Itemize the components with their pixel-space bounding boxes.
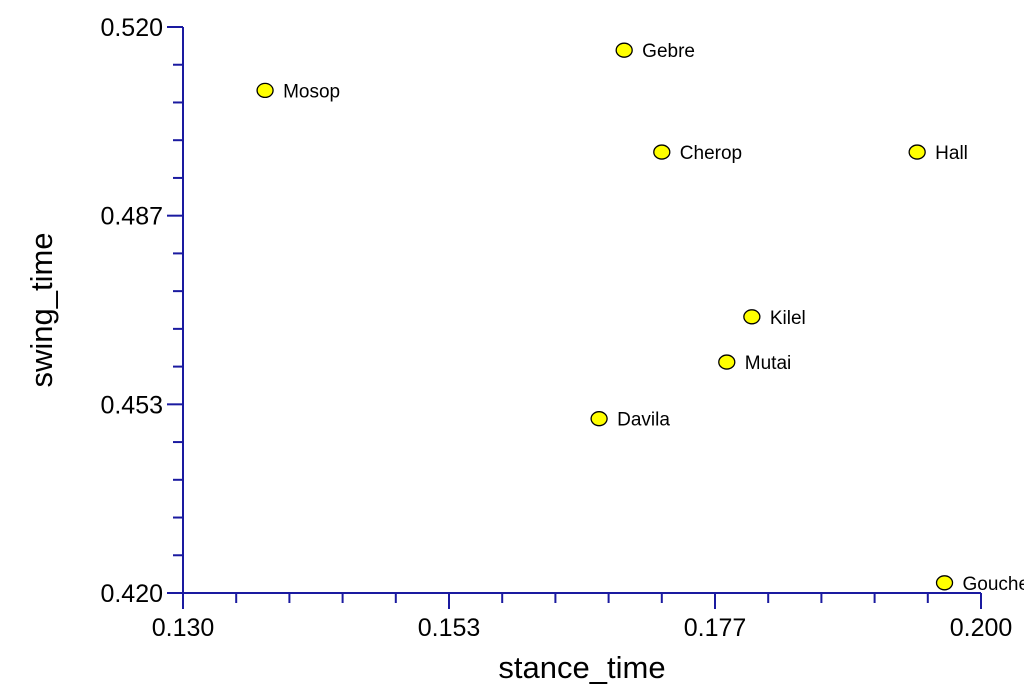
x-tick-label: 0.177	[684, 614, 747, 642]
axis-ticks	[167, 26, 982, 609]
data-point-label: Goucher	[963, 574, 1024, 595]
y-tick-label: 0.487	[100, 203, 163, 231]
y-tick-label: 0.520	[100, 14, 163, 42]
x-axis-title: stance_time	[498, 650, 665, 685]
x-tick-label: 0.200	[950, 614, 1013, 642]
data-point	[908, 144, 926, 160]
data-point	[743, 309, 761, 325]
data-point	[256, 82, 274, 99]
data-point	[590, 411, 608, 427]
tick-labels: 0.420 0.453 0.487 0.520 0.130 0.153 0.177 0.200	[100, 14, 1012, 642]
data-point-label: Kilel	[770, 308, 806, 329]
data-point	[653, 144, 671, 160]
y-axis-title: swing_time	[24, 232, 59, 387]
x-tick-label: 0.130	[152, 614, 215, 642]
data-point	[935, 575, 954, 591]
data-point-label: Gebre	[642, 41, 695, 62]
x-tick-label: 0.153	[418, 614, 481, 642]
data-point-label: Mosop	[283, 81, 340, 102]
data-point-label: Hall	[935, 143, 968, 164]
axes	[182, 27, 981, 594]
y-tick-label: 0.420	[100, 580, 163, 608]
data-point-label: Cherop	[680, 143, 742, 164]
data-point	[718, 354, 736, 370]
data-point-label: Mutai	[745, 353, 791, 374]
data-points: Mosop Gebre Cherop Hall Kilel Mutai Davila Gouc…	[256, 41, 1024, 595]
y-tick-label: 0.453	[100, 391, 163, 419]
data-point	[615, 42, 633, 58]
data-point-label: Davila	[617, 410, 670, 431]
